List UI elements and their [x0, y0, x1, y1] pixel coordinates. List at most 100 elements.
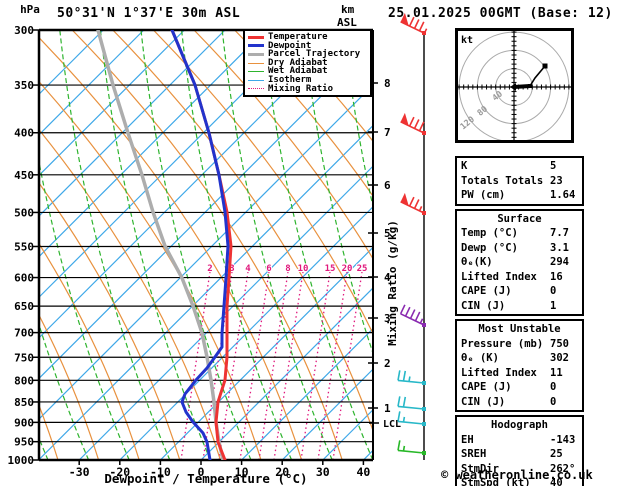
temp-tick-label: 10 — [235, 465, 249, 479]
wind-barb-feather — [418, 121, 425, 132]
mixing-ratio-line — [180, 271, 211, 460]
legend-swatch — [248, 35, 264, 39]
dry-adiabat-line — [71, 30, 343, 460]
dry-adiabat-line — [112, 30, 373, 433]
pressure-tick-label: 600 — [14, 272, 34, 285]
altitude-tick-label: 2 — [384, 357, 391, 370]
stats-value: -143 — [550, 433, 576, 446]
dry-adiabat-line — [39, 313, 100, 460]
pressure-tick-label: 550 — [14, 240, 34, 253]
dry-adiabat-line — [39, 182, 181, 460]
mixing-ratio-line — [258, 271, 289, 460]
wet-adiabat-line — [221, 30, 333, 460]
stats-row: CAPE (J) 0 — [461, 284, 578, 299]
mixing-ratio-line — [317, 271, 348, 460]
legend-swatch — [248, 71, 264, 73]
stats-section: Surface Temp (°C) 7.7 Dewp (°C) 3.1 θₑ(K) 294 L… — [455, 208, 584, 316]
altitude-tick-label: 7 — [384, 126, 391, 139]
legend-label: Mixing Ratio — [268, 83, 334, 94]
stats-value: 750 — [550, 337, 569, 350]
pressure-tick-label: 800 — [14, 374, 34, 387]
altitude-axis-unit-km: km — [341, 3, 355, 16]
legend-swatch — [248, 88, 264, 90]
pressure-tick-label: 900 — [14, 416, 34, 429]
pressure-axis-unit: hPa — [20, 3, 40, 16]
pressure-tick-label: 400 — [14, 127, 34, 140]
mixing-ratio-axis-title: Mixing Ratio (g/kg) — [386, 220, 399, 346]
legend-swatch — [248, 62, 264, 64]
mixing-ratio-label: 3 — [229, 264, 234, 274]
temp-tick-label: -20 — [109, 465, 130, 479]
wind-barb-feather — [397, 370, 401, 381]
wind-barb-shaft — [397, 405, 425, 410]
stats-section: Most Unstable Pressure (mb) 750 θₑ (K) 302 Li… — [455, 319, 584, 412]
wind-barb-half-feather — [408, 376, 411, 382]
mixing-ratio-line — [239, 271, 270, 460]
stats-value: 262° — [550, 462, 576, 475]
pressure-tick-label: 700 — [14, 327, 34, 340]
isotherm-line — [78, 165, 373, 460]
stats-label: Temp (°C) — [461, 227, 518, 239]
pressure-tick-label: 450 — [14, 169, 34, 182]
mixing-ratio-label: 4 — [245, 264, 251, 274]
stats-row: θₑ (K) 302 — [461, 351, 578, 366]
stats-label: θₑ (K) — [461, 352, 499, 364]
altitude-tick-label: 4 — [384, 271, 391, 284]
wet-adiabat-line — [39, 322, 90, 460]
isotherm-line — [39, 30, 185, 177]
stats-label: Totals Totals — [461, 174, 544, 187]
dry-adiabat-line — [39, 36, 303, 460]
stats-value: 0 — [550, 395, 557, 408]
stats-row: StmSpd (kt) 40 — [461, 476, 578, 486]
wet-adiabat-line — [39, 158, 130, 460]
hodograph-trace — [529, 65, 546, 87]
isotherm-line — [200, 287, 373, 460]
wind-barb-pennant — [400, 192, 409, 206]
copyright-footer: © weatheronline.co.uk — [441, 468, 593, 482]
mixing-ratio-label: 15 — [325, 264, 336, 274]
stats-row: SREH 25 — [461, 447, 578, 462]
hodograph-unit-label: kt — [461, 35, 473, 46]
wind-barb-half-feather — [402, 416, 406, 423]
altitude-axis-unit-asl: ASL — [337, 16, 357, 29]
chart-legend: Temperature Dewpoint Parcel Trajectory Dry … — [243, 29, 372, 98]
wind-barb-shaft — [397, 420, 425, 425]
wind-barb-half-feather — [423, 28, 428, 34]
stats-label: CIN (J) — [461, 395, 506, 408]
stats-row: CAPE (J) 0 — [461, 380, 578, 395]
wind-barb-feather — [413, 119, 420, 129]
stats-row: Lifted Index 11 — [461, 366, 578, 381]
location-title: 50°31'N 1°37'E 30m ASL — [57, 6, 241, 21]
wet-adiabat-line — [262, 30, 373, 460]
hodograph-ring-label: 120 — [459, 115, 477, 133]
dry-adiabat-line — [39, 128, 221, 460]
stats-value: 1 — [550, 299, 557, 312]
dry-adiabat-line — [39, 242, 140, 460]
wet-adiabat-line — [181, 30, 293, 460]
pressure-tick-label: 850 — [14, 396, 34, 409]
isotherm-line — [281, 368, 373, 460]
pressure-tick-label: 1000 — [8, 454, 35, 467]
dry-adiabat-line — [39, 80, 262, 460]
mixing-ratio-label: 6 — [266, 264, 271, 274]
stats-value: 16 — [550, 270, 563, 283]
datetime-title: 25.01.2025 00GMT (Base: 12) — [388, 6, 613, 21]
wind-barb — [397, 370, 426, 385]
temp-tick-label: 40 — [356, 465, 370, 479]
stats-value: 5 — [550, 160, 557, 172]
isotherm-line — [39, 30, 307, 299]
wet-adiabat-line — [588, 30, 629, 460]
stats-value: 11 — [550, 366, 563, 379]
wind-barb-feather — [399, 304, 406, 315]
wet-adiabat-line — [302, 30, 373, 356]
legend-swatch — [248, 44, 264, 48]
isotherm-line — [39, 43, 373, 380]
legend-label: Isotherm — [268, 74, 312, 85]
stats-section-title: Hodograph — [491, 419, 548, 431]
stats-label: StmDir — [461, 462, 499, 475]
wind-barb-shaft — [397, 379, 425, 384]
